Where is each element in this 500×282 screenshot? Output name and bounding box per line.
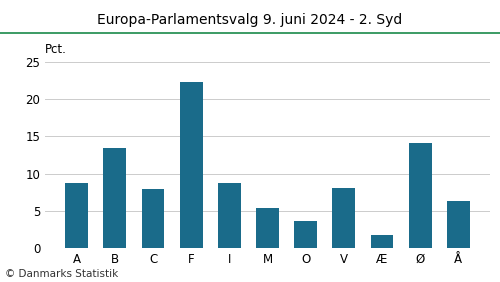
Bar: [332, 188, 355, 248]
Text: Pct.: Pct.: [45, 43, 67, 56]
Bar: [104, 148, 126, 248]
Bar: [408, 143, 432, 248]
Bar: [256, 208, 279, 248]
Bar: [370, 235, 394, 248]
Text: Europa-Parlamentsvalg 9. juni 2024 - 2. Syd: Europa-Parlamentsvalg 9. juni 2024 - 2. …: [98, 13, 403, 27]
Bar: [294, 221, 317, 248]
Bar: [447, 201, 470, 248]
Bar: [218, 183, 241, 248]
Text: © Danmarks Statistik: © Danmarks Statistik: [5, 269, 118, 279]
Bar: [142, 189, 165, 248]
Bar: [180, 82, 203, 248]
Bar: [65, 183, 88, 248]
